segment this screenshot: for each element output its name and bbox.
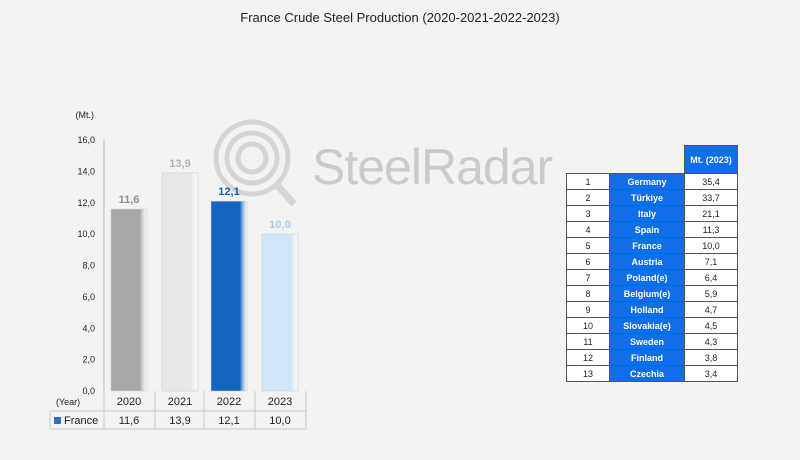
value-cell: 11,3 bbox=[684, 221, 738, 238]
steelradar-logo-icon bbox=[213, 119, 297, 207]
ranking-row: 10 Slovakia(e) 4,5 bbox=[566, 317, 738, 334]
ranking-row: 6 Austria 7,1 bbox=[566, 253, 738, 270]
ranking-row: 9 Holland 4,7 bbox=[566, 301, 738, 318]
ranking-row: 2 Türkiye 33,7 bbox=[566, 189, 738, 206]
ranking-row: 7 Poland(e) 6,4 bbox=[566, 269, 738, 286]
value-cell: 6,4 bbox=[684, 269, 738, 286]
y-tick-label: 8,0 bbox=[82, 261, 95, 271]
table-value: 10,0 bbox=[269, 415, 290, 427]
bar-value-label: 10,0 bbox=[269, 219, 290, 231]
rank-cell: 7 bbox=[566, 269, 610, 286]
legend-swatch bbox=[54, 417, 61, 424]
rank-cell: 9 bbox=[566, 301, 610, 318]
value-cell: 3,8 bbox=[684, 349, 738, 366]
y-tick-label: 12,0 bbox=[77, 198, 95, 208]
country-cell: Germany bbox=[609, 173, 685, 190]
y-tick-label: 4,0 bbox=[82, 323, 95, 333]
rank-cell: 11 bbox=[566, 333, 610, 350]
x-axis-label: (Year) bbox=[56, 397, 80, 407]
bar-2023 bbox=[261, 233, 299, 392]
country-cell: Slovakia(e) bbox=[609, 317, 685, 334]
ranking-row: 3 Italy 21,1 bbox=[566, 205, 738, 222]
x-tick-label: 2020 bbox=[117, 396, 141, 408]
x-tick-label: 2021 bbox=[168, 396, 192, 408]
bar-2021 bbox=[161, 172, 199, 392]
rank-cell: 13 bbox=[566, 365, 610, 382]
bar-2020 bbox=[110, 208, 148, 392]
ranking-row: 11 Sweden 4,3 bbox=[566, 333, 738, 350]
x-tick-label: 2022 bbox=[217, 396, 241, 408]
country-cell: Türkiye bbox=[609, 189, 685, 206]
country-cell: France bbox=[609, 237, 685, 254]
ranking-row: 5 France 10,0 bbox=[566, 237, 738, 254]
watermark-text: SteelRadar bbox=[312, 139, 553, 195]
value-cell: 4,3 bbox=[684, 333, 738, 350]
country-cell: Poland(e) bbox=[609, 269, 685, 286]
ranking-row: 1 Germany 35,4 bbox=[566, 173, 738, 190]
value-cell: 4,5 bbox=[684, 317, 738, 334]
value-cell: 4,7 bbox=[684, 301, 738, 318]
rank-cell: 12 bbox=[566, 349, 610, 366]
x-tick-label: 2023 bbox=[268, 396, 292, 408]
ranking-row: 4 Spain 11,3 bbox=[566, 221, 738, 238]
ranking-row: 8 Belgium(e) 5,9 bbox=[566, 285, 738, 302]
chart-title: France Crude Steel Production (2020-2021… bbox=[240, 10, 560, 25]
table-value: 12,1 bbox=[218, 415, 239, 427]
rank-cell: 8 bbox=[566, 285, 610, 302]
rank-cell: 6 bbox=[566, 253, 610, 270]
rank-cell: 2 bbox=[566, 189, 610, 206]
value-cell: 3,4 bbox=[684, 365, 738, 382]
rank-cell: 4 bbox=[566, 221, 610, 238]
value-cell: 33,7 bbox=[684, 189, 738, 206]
y-tick-label: 14,0 bbox=[77, 166, 95, 176]
value-cell: 35,4 bbox=[684, 173, 738, 190]
country-cell: Austria bbox=[609, 253, 685, 270]
y-tick-label: 0,0 bbox=[82, 386, 95, 396]
country-cell: Belgium(e) bbox=[609, 285, 685, 302]
ranking-header-row: Mt. (2023) bbox=[567, 145, 738, 174]
rank-cell: 10 bbox=[566, 317, 610, 334]
ranking-row: 12 Finland 3,8 bbox=[566, 349, 738, 366]
y-tick-label: 2,0 bbox=[82, 355, 95, 365]
country-cell: Holland bbox=[609, 301, 685, 318]
country-cell: Czechia bbox=[609, 365, 685, 382]
value-cell: 21,1 bbox=[684, 205, 738, 222]
country-cell: Italy bbox=[609, 205, 685, 222]
ranking-row: 13 Czechia 3,4 bbox=[566, 365, 738, 382]
country-cell: Spain bbox=[609, 221, 685, 238]
bar-value-label: 12,1 bbox=[218, 186, 239, 198]
ranking-table: Mt. (2023) 1 Germany 35,4 2 Türkiye 33,7 3 Ital… bbox=[566, 145, 738, 382]
bar-value-label: 13,9 bbox=[169, 158, 190, 170]
value-cell: 7,1 bbox=[684, 253, 738, 270]
y-tick-label: 6,0 bbox=[82, 292, 95, 302]
rank-cell: 1 bbox=[566, 173, 610, 190]
y-tick-label: 10,0 bbox=[77, 229, 95, 239]
y-tick-label: 16,0 bbox=[77, 135, 95, 145]
country-cell: Sweden bbox=[609, 333, 685, 350]
bar-chart: (Mt.) 0,0 2,0 4,0 6,0 8,0 10,0 12,0 14,0 16,0 11,6… bbox=[49, 110, 307, 430]
table-value: 13,9 bbox=[169, 415, 190, 427]
rank-cell: 3 bbox=[566, 205, 610, 222]
rank-cell: 5 bbox=[566, 237, 610, 254]
bar-2022 bbox=[210, 200, 248, 392]
y-axis-unit-label: (Mt.) bbox=[76, 110, 95, 120]
legend-label: France bbox=[64, 415, 98, 427]
table-value: 11,6 bbox=[119, 415, 140, 427]
ranking-header: Mt. (2023) bbox=[684, 145, 738, 174]
value-cell: 10,0 bbox=[684, 237, 738, 254]
value-cell: 5,9 bbox=[684, 285, 738, 302]
bar-value-label: 11,6 bbox=[119, 194, 140, 206]
country-cell: Finland bbox=[609, 349, 685, 366]
